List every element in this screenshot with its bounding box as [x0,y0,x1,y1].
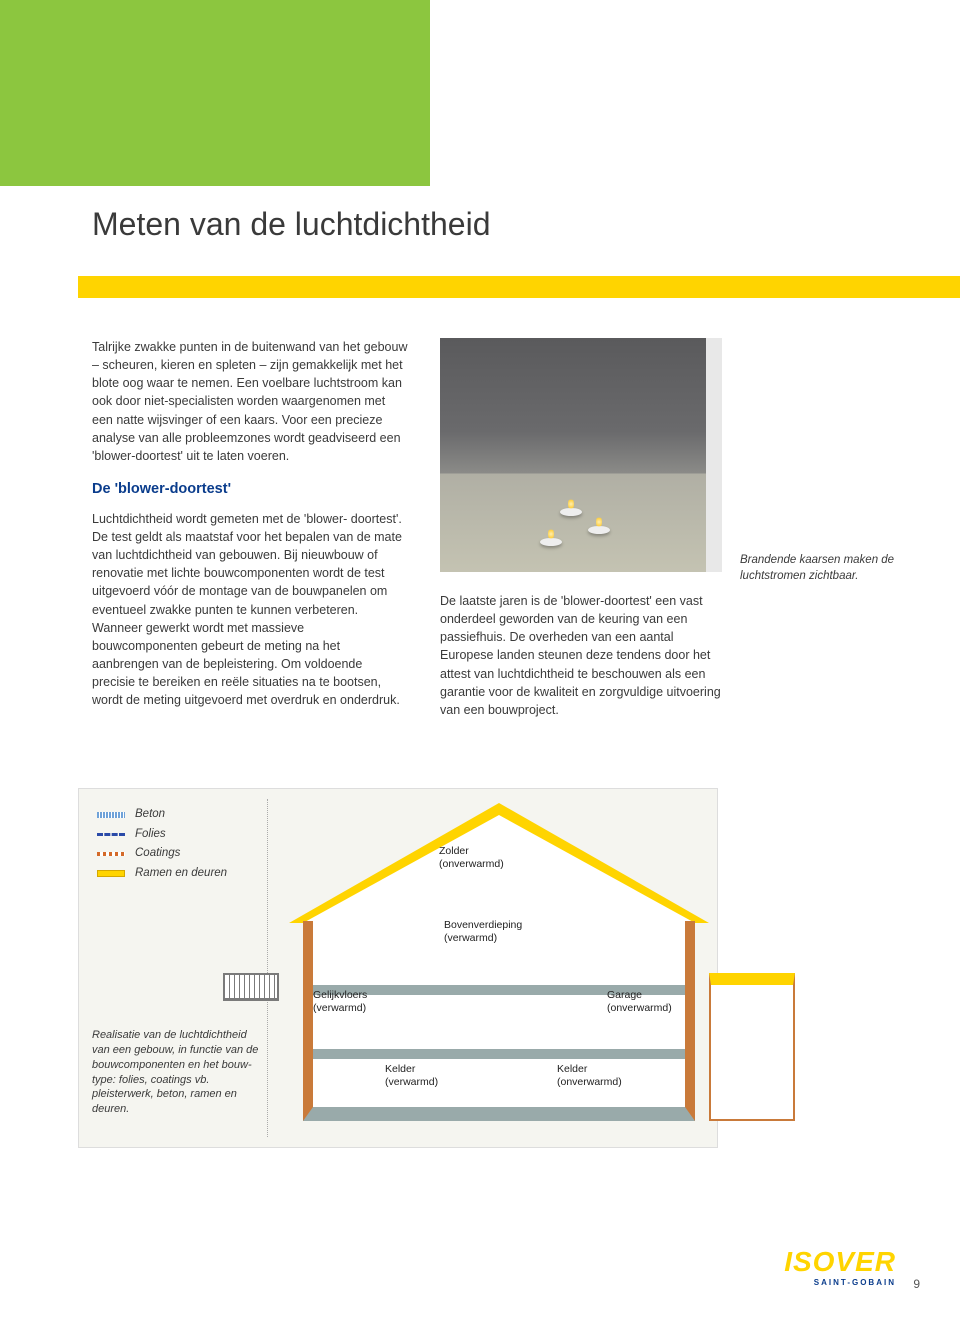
diagram-legend: Beton Folies Coatings Ramen en deuren [97,805,227,883]
logo-main: ISOVER [784,1246,896,1278]
header-green-block [0,0,430,186]
page-number: 9 [913,1277,920,1291]
walls-icon [303,921,695,1121]
candle-icon [588,526,610,534]
page-title: Meten van de luchtdichtheid [92,206,490,243]
diagram-divider [267,799,268,1137]
label-kelder-2: Kelder (onverwarmd) [557,1063,622,1088]
logo-sub: SAINT-GOBAIN [784,1278,896,1287]
swatch-ramen-icon [97,870,125,877]
label-kelder-1: Kelder (verwarmd) [385,1063,438,1088]
legend-label: Ramen en deuren [135,864,227,884]
label-sub: (verwarmd) [385,1076,438,1088]
legend-label: Beton [135,805,165,825]
intro-paragraph: Talrijke zwakke punten in de buitenwand … [92,338,408,465]
garage-icon [709,973,795,1121]
label-title: Bovenverdieping [444,919,522,931]
brand-logo: ISOVER SAINT-GOBAIN [784,1246,896,1287]
swatch-folies-icon [97,833,125,836]
photo-caption: Brandende kaarsen maken de luchtstromen … [740,552,910,584]
house-schematic: Zolder (onverwarmd) Bovenverdieping (ver… [289,803,709,1137]
body-paragraph: Luchtdichtheid wordt gemeten met de 'blo… [92,510,408,709]
label-garage: Garage (onverwarmd) [607,989,672,1014]
candles-photo [440,338,722,572]
accent-yellow-bar [78,276,960,298]
swatch-coatings-icon [97,852,125,856]
legend-label: Coatings [135,844,180,864]
label-sub: (verwarmd) [313,1002,366,1014]
label-bovenverdieping: Bovenverdieping (verwarmd) [444,919,522,944]
candle-icon [540,538,562,546]
left-column: Talrijke zwakke punten in de buitenwand … [92,338,408,709]
candle-icon [560,508,582,516]
label-title: Garage [607,989,642,1001]
legend-row-beton: Beton [97,805,227,825]
label-title: Kelder [385,1063,415,1075]
balcony-icon [223,973,279,1001]
legend-row-coatings: Coatings [97,844,227,864]
swatch-beton-icon [97,812,125,818]
label-sub: (onverwarmd) [557,1076,622,1088]
middle-column: De laatste jaren is de 'blower-doortest'… [440,338,722,719]
mid-paragraph: De laatste jaren is de 'blower-doortest'… [440,592,722,719]
floor-icon [313,1049,685,1059]
label-sub: (onverwarmd) [439,858,504,870]
label-title: Kelder [557,1063,587,1075]
label-sub: (onverwarmd) [607,1002,672,1014]
subheading: De 'blower-doortest' [92,479,408,500]
legend-label: Folies [135,825,166,845]
legend-row-ramen: Ramen en deuren [97,864,227,884]
label-sub: (verwarmd) [444,932,497,944]
label-title: Gelijkvloers [313,989,367,1001]
label-title: Zolder [439,845,469,857]
label-zolder: Zolder (onverwarmd) [439,845,504,870]
diagram-caption: Realisatie van de luchtdicht­heid van ee… [92,1028,264,1117]
label-gelijkvloers: Gelijkvloers (verwarmd) [313,989,367,1014]
legend-row-folies: Folies [97,825,227,845]
